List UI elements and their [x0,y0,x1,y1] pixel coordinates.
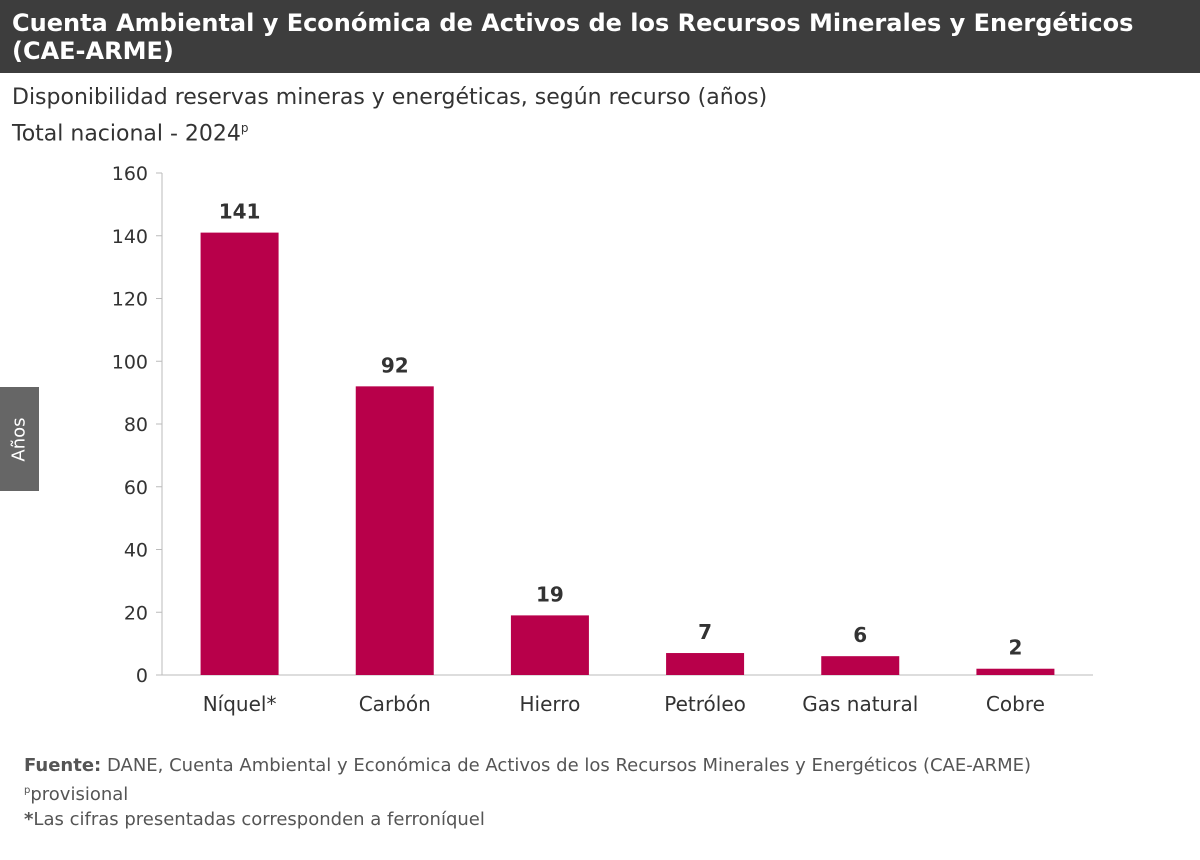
main-title: Cuenta Ambiental y Económica de Activos … [12,9,1134,65]
chart-title: Disponibilidad reservas mineras y energé… [12,85,768,110]
subtitle-sup: p [240,121,249,135]
chart-subtitle: Disponibilidad reservas mineras y energé… [12,82,767,149]
y-tick-label: 160 [112,163,148,185]
data-label: 2 [1008,636,1022,660]
source-text: DANE, Cuenta Ambiental y Económica de Ac… [101,755,1032,776]
source-note: Fuente: DANE, Cuenta Ambiental y Económi… [24,753,1031,778]
data-label: 6 [853,623,867,647]
data-label: 141 [219,200,261,224]
data-label: 19 [536,582,564,606]
y-tick-label: 100 [112,351,148,373]
provisional-sup: p [24,785,31,796]
y-tick-label: 80 [124,414,148,436]
bar [821,656,900,675]
chart-title-bar: Cuenta Ambiental y Económica de Activos … [0,0,1200,73]
bar [200,232,279,676]
provisional-note: pprovisional [24,778,1031,807]
chart-subtitle-line: Total nacional - 2024p [12,113,767,149]
y-tick-label: 40 [124,540,148,562]
subtitle-text: Total nacional - 2024 [12,121,241,147]
provisional-text: provisional [30,784,129,805]
x-tick-label: Gas natural [802,692,918,716]
y-tick-label: 20 [124,602,148,624]
asterisk-note: *Las cifras presentadas corresponden a f… [24,807,1031,832]
x-tick-label: Carbón [359,692,431,716]
y-tick-label: 120 [112,289,148,311]
x-tick-label: Petróleo [664,692,746,716]
source-label: Fuente: [24,755,102,776]
y-tick-label: 60 [124,477,148,499]
x-tick-label: Hierro [520,692,581,716]
asterisk: * [24,809,34,830]
chart-notes: Fuente: DANE, Cuenta Ambiental y Económi… [24,753,1031,832]
data-label: 7 [698,620,712,644]
asterisk-text: Las cifras presentadas corresponden a fe… [33,809,485,830]
bar [510,615,589,675]
y-tick-label: 140 [112,226,148,248]
bar [666,653,745,675]
x-tick-label: Níquel* [203,692,277,716]
x-tick-label: Cobre [986,692,1045,716]
y-tick-label: 0 [136,665,148,687]
data-label: 92 [381,353,409,377]
bar [355,386,434,675]
bar [976,668,1055,675]
y-axis-label-box: Años [0,387,39,491]
bar-chart: 0 20 40 60 80 100 120 140 160 141 Níquel* 92 Carbón 1… [112,163,1093,716]
